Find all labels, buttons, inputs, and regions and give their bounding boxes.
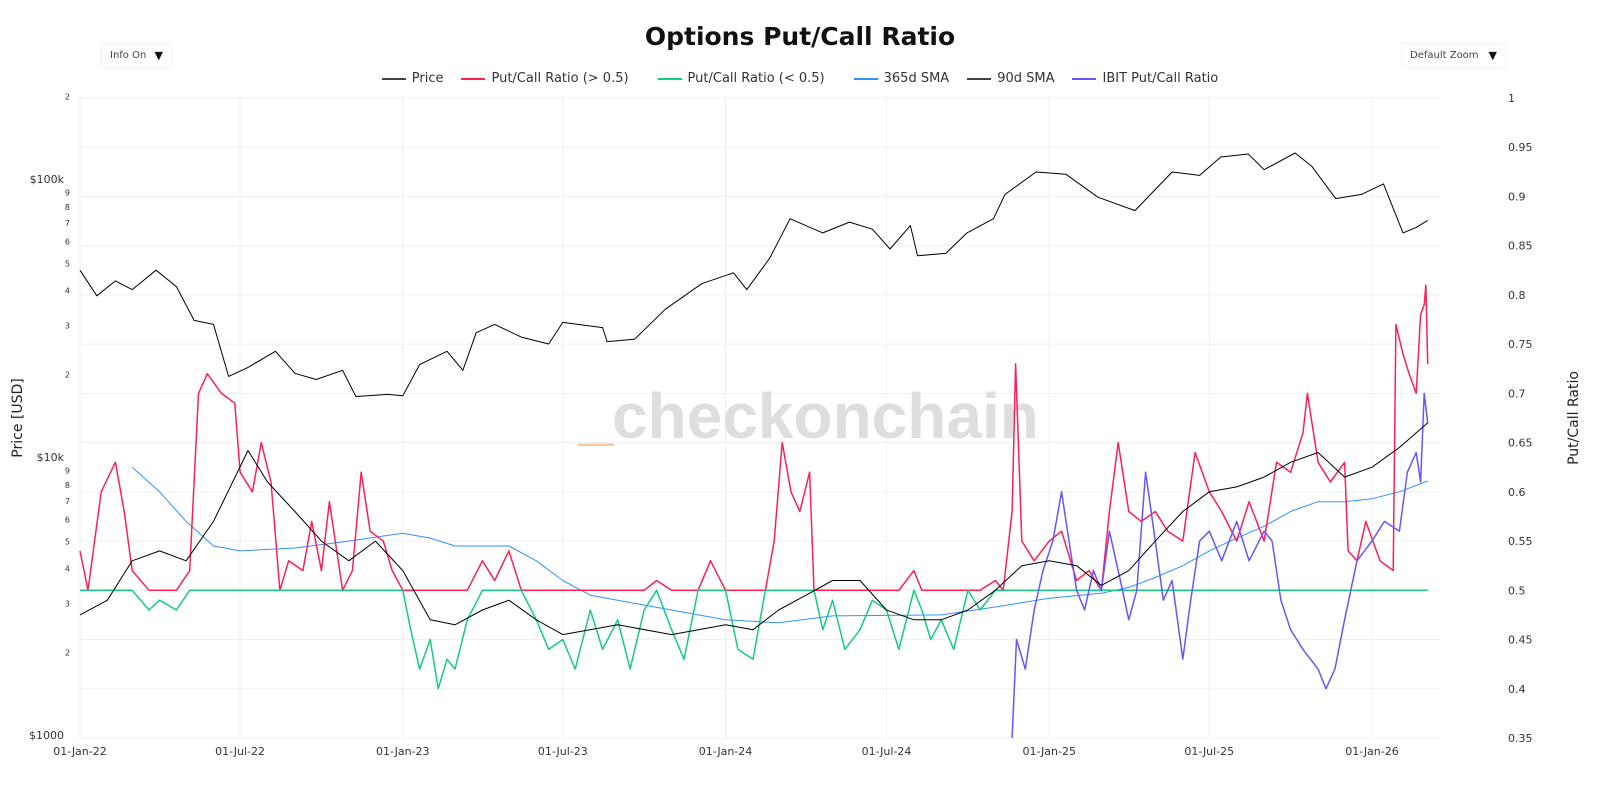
y-right-tick-label: 0.9	[1508, 190, 1526, 203]
y-right-tick-label: 0.4	[1508, 683, 1526, 696]
legend-item-price[interactable]: Price	[381, 71, 444, 86]
y-left-tick-label: $1000	[29, 729, 64, 742]
price-line	[79, 152, 1428, 397]
legend-label: IBIT Put/Call Ratio	[1102, 71, 1219, 86]
y-left-axis-title: Price [USD]	[10, 378, 26, 457]
legend-label: Put/Call Ratio (< 0.5)	[687, 71, 825, 86]
y-left-tick-label: 9	[65, 467, 70, 476]
y-left-tick-label: 5	[65, 260, 70, 269]
watermark-underscore: _	[577, 380, 615, 452]
axes: 10.950.90.850.80.750.70.650.60.550.50.45…	[29, 92, 1533, 758]
legend-swatch	[461, 77, 486, 80]
y-right-tick-label: 0.35	[1508, 732, 1533, 745]
legend-swatch	[657, 77, 682, 80]
y-left-tick-label: 4	[65, 287, 70, 296]
y-right-axis-title: Put/Call Ratio	[1566, 371, 1582, 465]
y-left-tick-label: 2	[65, 648, 70, 657]
legend-swatch	[967, 77, 992, 80]
x-tick-label: 01-Jan-22	[53, 745, 107, 758]
legend-swatch	[853, 77, 878, 80]
legend-item-sma365[interactable]: 365d SMA	[853, 71, 950, 86]
x-tick-label: 01-Jul-24	[862, 745, 912, 758]
y-right-tick-label: 1	[1508, 92, 1515, 105]
y-right-tick-label: 0.95	[1508, 141, 1533, 154]
grid	[78, 95, 1440, 740]
y-left-tick-label: 2	[65, 370, 70, 379]
legend-item-ibit[interactable]: IBIT Put/Call Ratio	[1072, 71, 1218, 86]
zoom-dropdown[interactable]: Default Zoom ▼	[1401, 43, 1506, 68]
y-right-tick-label: 0.8	[1508, 289, 1526, 302]
caret-down-icon: ▼	[1488, 49, 1497, 62]
legend-item-pcr-low[interactable]: Put/Call Ratio (< 0.5)	[657, 71, 825, 86]
y-right-tick-label: 0.6	[1508, 486, 1526, 499]
legend-label: 90d SMA	[997, 71, 1055, 86]
caret-down-icon: ▼	[154, 49, 163, 62]
sma365-line	[131, 466, 1428, 624]
y-left-tick-label: $10k	[37, 451, 65, 464]
y-right-tick-label: 0.85	[1508, 240, 1533, 253]
y-right-tick-label: 0.55	[1508, 535, 1533, 548]
legend-label: Put/Call Ratio (> 0.5)	[491, 71, 629, 86]
legend-swatch	[1072, 77, 1097, 80]
y-right-tick-label: 0.75	[1508, 338, 1533, 351]
x-tick-label: 01-Jan-24	[699, 745, 753, 758]
series-layer	[79, 152, 1429, 739]
y-left-tick-label: $100k	[30, 173, 65, 186]
y-right-tick-label: 0.5	[1508, 584, 1526, 597]
watermark-text: checkonchain	[612, 380, 1039, 452]
put-call-ratio-below-line	[80, 589, 1428, 690]
y-left-tick-label: 5	[65, 538, 70, 547]
info-toggle-dropdown[interactable]: Info On ▼	[101, 43, 172, 68]
legend-swatch	[381, 77, 406, 80]
zoom-label: Default Zoom	[1410, 50, 1479, 61]
y-left-tick-label: 7	[65, 219, 70, 228]
x-tick-label: 01-Jan-23	[376, 745, 430, 758]
chart-title: Options Put/Call Ratio	[644, 22, 956, 51]
y-left-tick-label: 8	[65, 481, 70, 490]
x-tick-label: 01-Jul-23	[538, 745, 588, 758]
y-left-tick-label: 6	[65, 238, 70, 247]
x-tick-label: 01-Jul-25	[1184, 745, 1234, 758]
x-tick-label: 01-Jan-26	[1345, 745, 1399, 758]
x-tick-label: 01-Jan-25	[1022, 745, 1076, 758]
info-toggle-label: Info On	[110, 50, 147, 61]
y-right-tick-label: 0.7	[1508, 387, 1526, 400]
legend: Price Put/Call Ratio (> 0.5) Put/Call Ra…	[0, 71, 1600, 86]
y-left-tick-label: 2	[65, 92, 70, 101]
ibit-put-call-ratio-line	[1011, 392, 1429, 739]
y-right-tick-label: 0.45	[1508, 634, 1533, 647]
watermark: _ checkonchain	[577, 380, 1039, 452]
y-left-tick-label: 6	[65, 516, 70, 525]
put-call-ratio-above-line	[79, 284, 1429, 592]
x-tick-label: 01-Jul-22	[215, 745, 265, 758]
y-right-tick-label: 0.65	[1508, 437, 1533, 450]
sma90-line	[79, 422, 1429, 636]
legend-item-sma90[interactable]: 90d SMA	[967, 71, 1054, 86]
legend-label: 365d SMA	[883, 71, 950, 86]
y-left-tick-label: 4	[65, 565, 70, 574]
y-left-tick-label: 7	[65, 497, 70, 506]
y-left-tick-label: 9	[65, 189, 70, 198]
y-left-tick-label: 3	[65, 321, 70, 330]
y-left-tick-label: 8	[65, 203, 70, 212]
y-left-tick-label: 3	[65, 599, 70, 608]
legend-item-pcr-high[interactable]: Put/Call Ratio (> 0.5)	[461, 71, 629, 86]
legend-label: Price	[411, 71, 444, 86]
